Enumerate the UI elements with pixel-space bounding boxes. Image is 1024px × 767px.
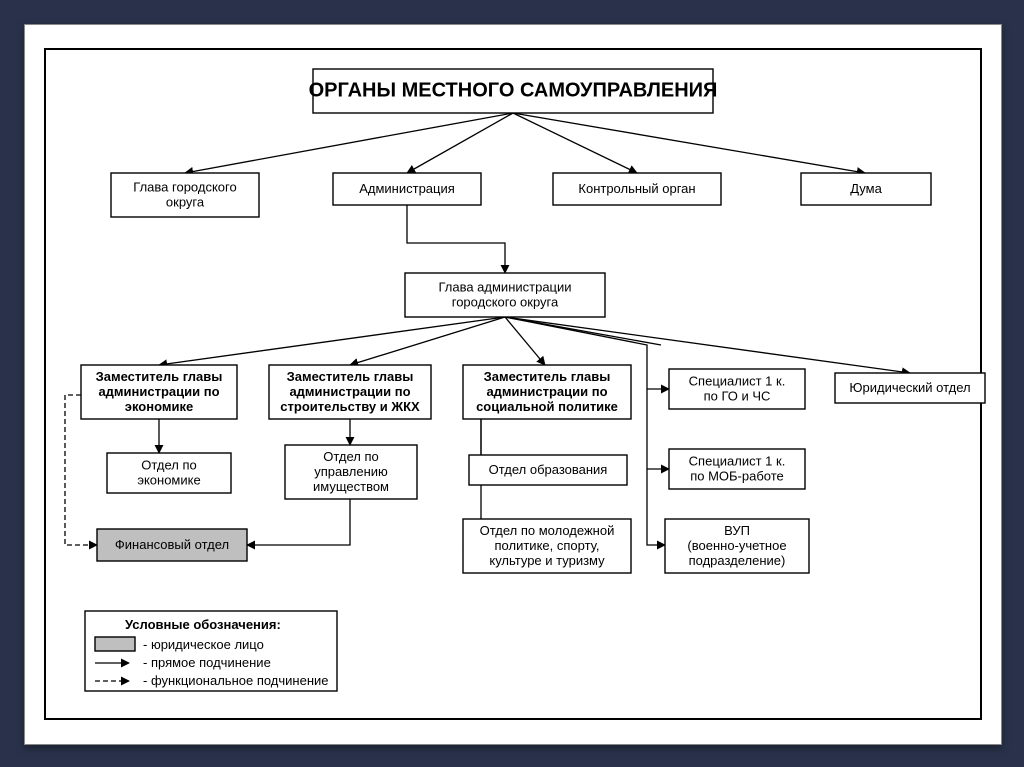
node-label: Администрация [359, 181, 455, 196]
node-label: администрации по [486, 384, 607, 399]
node-n12: Отдел поуправлениюимуществом [285, 445, 417, 499]
edge [505, 317, 661, 345]
edge [647, 469, 665, 545]
edge [647, 389, 669, 469]
edge [407, 113, 513, 173]
node-label: политике, спорту, [495, 538, 600, 553]
node-n1: Глава городскогоокруга [111, 173, 259, 217]
node-label: по ГО и ЧС [704, 388, 771, 403]
node-root: ОРГАНЫ МЕСТНОГО САМОУПРАВЛЕНИЯ [309, 69, 718, 113]
node-label: подразделение) [689, 553, 786, 568]
node-label: управлению [314, 464, 388, 479]
legend-item-2: - прямое подчинение [143, 655, 271, 670]
node-label: культуре и туризму [489, 553, 605, 568]
legend-item-3: - функциональное подчинение [143, 673, 329, 688]
node-label: ОРГАНЫ МЕСТНОГО САМОУПРАВЛЕНИЯ [309, 80, 718, 102]
org-chart-svg: ОРГАНЫ МЕСТНОГО САМОУПРАВЛЕНИЯ Глава горо… [25, 25, 1001, 744]
node-label: Глава администрации [438, 279, 571, 294]
legend-title: Условные обозначения: [125, 617, 281, 632]
edge [407, 205, 505, 273]
node-label: по МОБ-работе [690, 468, 784, 483]
diagram-sheet: ОРГАНЫ МЕСТНОГО САМОУПРАВЛЕНИЯ Глава горо… [24, 24, 1002, 745]
edge [513, 113, 865, 173]
node-label: (военно-учетное [687, 538, 786, 553]
node-label: Дума [850, 181, 882, 196]
node-n15: Финансовый отдел [97, 529, 247, 561]
node-label: Отдел по [141, 457, 197, 472]
legend-swatch-entity [95, 637, 135, 651]
edge [247, 499, 350, 545]
node-label: Отдел образования [489, 462, 608, 477]
edge [159, 317, 505, 365]
node-n2: Администрация [333, 173, 481, 205]
node-label: Заместитель главы [287, 369, 414, 384]
node-label: имуществом [313, 479, 389, 494]
node-n13: Отдел образования [469, 455, 627, 485]
node-label: социальной политике [476, 399, 618, 414]
legend: Условные обозначения: - юридическое лицо… [85, 611, 337, 691]
edge [185, 113, 513, 173]
node-n9: Специалист 1 к.по ГО и ЧС [669, 369, 805, 409]
node-label: ВУП [724, 523, 750, 538]
edge [350, 317, 505, 365]
edge [469, 419, 481, 457]
node-label: администрации по [289, 384, 410, 399]
node-n14: Специалист 1 к.по МОБ-работе [669, 449, 805, 489]
node-label: строительству и ЖКХ [280, 399, 420, 414]
node-label: Контрольный орган [578, 181, 695, 196]
node-n10: Юридический отдел [835, 373, 985, 403]
node-label: городского округа [452, 294, 559, 309]
node-n8: Заместитель главыадминистрации посоциаль… [463, 365, 631, 419]
node-n7: Заместитель главыадминистрации построите… [269, 365, 431, 419]
node-label: администрации по [98, 384, 219, 399]
node-label: Заместитель главы [484, 369, 611, 384]
node-n4: Дума [801, 173, 931, 205]
node-n3: Контрольный орган [553, 173, 721, 205]
node-label: Заместитель главы [96, 369, 223, 384]
node-label: Глава городского [133, 179, 236, 194]
node-n16: Отдел по молодежнойполитике, спорту,куль… [463, 519, 631, 573]
edge [513, 113, 637, 173]
node-label: Специалист 1 к. [689, 453, 786, 468]
node-label: Юридический отдел [849, 380, 970, 395]
node-label: Отдел по [323, 449, 379, 464]
node-label: экономике [125, 399, 193, 414]
node-n5: Глава администрациигородского округа [405, 273, 605, 317]
node-label: экономике [137, 472, 200, 487]
node-label: округа [166, 194, 205, 209]
node-n11: Отдел поэкономике [107, 453, 231, 493]
node-n17: ВУП(военно-учетноеподразделение) [665, 519, 809, 573]
node-n6: Заместитель главыадминистрации поэкономи… [81, 365, 237, 419]
node-label: Финансовый отдел [115, 537, 229, 552]
legend-item-1: - юридическое лицо [143, 637, 264, 652]
node-label: Отдел по молодежной [480, 523, 615, 538]
outer-frame: ОРГАНЫ МЕСТНОГО САМОУПРАВЛЕНИЯ Глава горо… [0, 0, 1024, 767]
node-label: Специалист 1 к. [689, 373, 786, 388]
